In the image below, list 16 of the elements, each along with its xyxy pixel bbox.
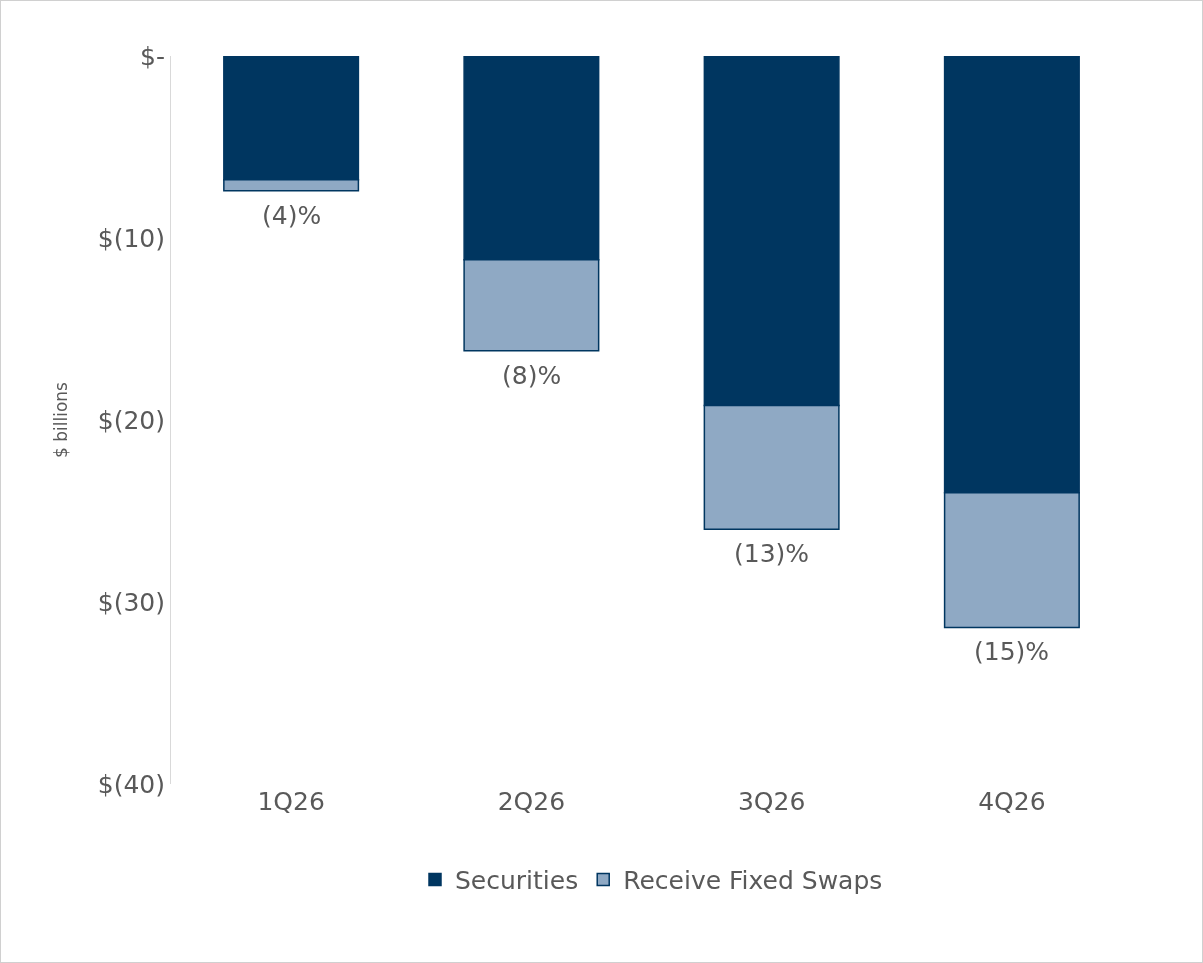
- annotation: (15)%: [974, 637, 1050, 666]
- legend-label: Securities: [455, 866, 579, 896]
- x-tick-label: 4Q26: [978, 787, 1046, 816]
- x-tick-label: 3Q26: [737, 787, 806, 816]
- y-tick-label: $(10): [97, 223, 165, 253]
- y-tick-label: $-: [140, 41, 165, 71]
- legend-label: Receive Fixed Swaps: [623, 866, 883, 896]
- x-tick-label: 1Q26: [257, 787, 325, 816]
- y-tick-label: $(30): [97, 587, 165, 617]
- x-tick-label: 2Q26: [497, 787, 566, 816]
- y-axis-title: $ billions: [51, 381, 72, 458]
- annotation: (13)%: [734, 539, 810, 568]
- y-tick-label: $(20): [97, 405, 165, 435]
- y-tick-label: $(40): [97, 769, 165, 799]
- annotation: (4)%: [262, 201, 322, 230]
- annotation: (8)%: [502, 361, 562, 390]
